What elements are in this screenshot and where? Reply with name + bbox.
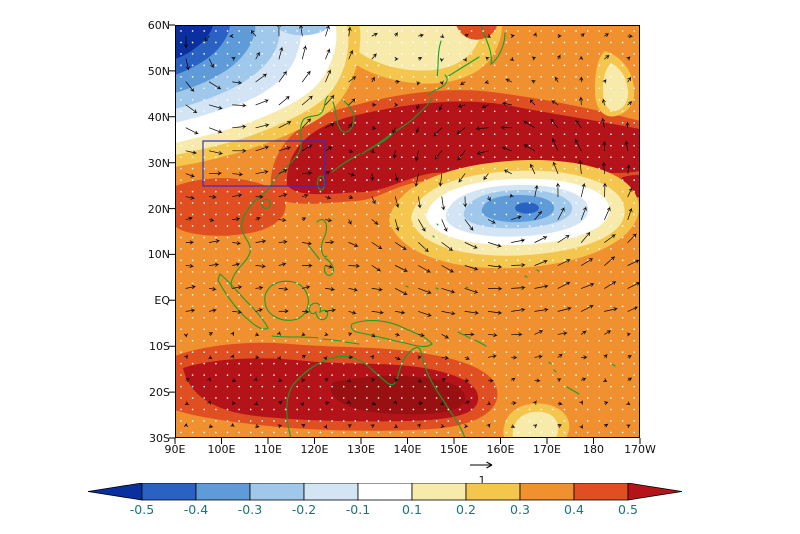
coastline xyxy=(367,131,395,151)
lon-tick-label: 100E xyxy=(207,443,236,456)
colorbar: -0.5 -0.4 -0.3 -0.2 -0.1 0.1 0.2 0.3 0.4 0.5 xyxy=(85,482,685,523)
colorbar-tick-label: -0.3 xyxy=(238,502,262,517)
colorbar-tick-label: 0.1 xyxy=(402,502,422,517)
coastline xyxy=(405,223,616,373)
contour-region xyxy=(456,25,497,40)
contour-fill-layer xyxy=(175,25,640,438)
colorbar-segment xyxy=(303,482,359,501)
colorbar-segment xyxy=(465,482,521,501)
contour-region xyxy=(620,175,640,198)
coastline xyxy=(317,175,326,191)
contour-region xyxy=(175,25,213,59)
lon-tick-label: 140E xyxy=(393,443,422,456)
colorbar-svg: -0.5 -0.4 -0.3 -0.2 -0.1 0.1 0.2 0.3 0.4 0.5 xyxy=(87,482,683,517)
map-frame xyxy=(175,25,640,438)
colorbar-tick-label: -0.2 xyxy=(292,502,316,517)
reference-vector-value: 1 xyxy=(478,474,486,487)
coastline xyxy=(350,319,433,348)
coastline xyxy=(308,245,321,261)
coastline xyxy=(230,118,305,289)
colorbar-right-arrow xyxy=(627,482,683,501)
coastline xyxy=(260,198,272,210)
wind-vector-layer xyxy=(184,25,640,429)
axis-ticks xyxy=(169,24,641,444)
coastline xyxy=(427,74,448,96)
coastline xyxy=(566,386,580,395)
coastline xyxy=(324,257,334,276)
contour-region xyxy=(330,375,466,415)
coastline xyxy=(217,273,269,330)
lon-tick-label: 110E xyxy=(254,443,282,456)
contour-region xyxy=(603,63,629,112)
lon-tick-label: 150E xyxy=(440,443,468,456)
colorbar-left-arrow xyxy=(87,482,143,501)
colorbar-tick-label: 0.3 xyxy=(510,502,530,517)
lat-tick-label: 10S xyxy=(149,340,170,354)
lon-tick-label: 120E xyxy=(300,443,329,456)
lon-tick-label: 170E xyxy=(533,443,561,456)
colorbar-tick-label: -0.1 xyxy=(346,502,370,517)
lat-tick-label: EQ xyxy=(154,294,170,308)
colorbar-segment xyxy=(573,482,629,501)
lon-tick-label: 90E xyxy=(164,443,186,456)
contour-region xyxy=(515,202,539,214)
coastline xyxy=(303,95,329,120)
lat-tick-label: 30S xyxy=(149,432,170,445)
colorbar-segment xyxy=(195,482,251,501)
colorbar-segment xyxy=(141,482,197,501)
lon-tick-label: 160E xyxy=(486,443,515,456)
lon-tick-label: 180 xyxy=(583,443,604,456)
lat-tick-label: 60N xyxy=(147,19,170,32)
region-highlight-box xyxy=(202,140,326,187)
coastline xyxy=(264,280,309,321)
contour-region xyxy=(338,25,482,71)
coastline xyxy=(332,99,355,133)
reference-vector-arrow-icon xyxy=(470,461,493,469)
lat-tick-label: 20N xyxy=(147,202,170,216)
lat-tick-label: 50N xyxy=(147,64,170,78)
colorbar-tick-label: 0.2 xyxy=(456,502,476,517)
stipple-layer xyxy=(180,30,636,434)
colorbar-tick-label: -0.4 xyxy=(184,502,208,517)
coastline xyxy=(436,40,442,78)
lat-tick-label: 20S xyxy=(149,386,170,400)
coastline xyxy=(316,219,328,258)
map-plot xyxy=(169,24,641,444)
colorbar-segment xyxy=(249,482,305,501)
lon-tick-label: 130E xyxy=(347,443,375,456)
colorbar-segment xyxy=(519,482,575,501)
coastline xyxy=(331,153,361,173)
colorbar-segment xyxy=(357,482,413,501)
coastline xyxy=(480,25,506,66)
lat-tick-label: 10N xyxy=(147,248,170,262)
lon-tick-label: 170W xyxy=(624,443,656,456)
coastline-layer xyxy=(217,25,616,438)
contour-region xyxy=(175,178,286,236)
coastline xyxy=(446,56,480,78)
reference-vector: 1 xyxy=(460,456,504,486)
coastline xyxy=(286,346,466,438)
lat-tick-label: 30N xyxy=(147,156,170,170)
lat-tick-label: 40N xyxy=(147,110,170,124)
colorbar-tick-label: 0.4 xyxy=(564,502,584,517)
colorbar-segment xyxy=(411,482,467,501)
colorbar-tick-label: 0.5 xyxy=(618,502,638,517)
colorbar-tick-label: -0.5 xyxy=(130,502,154,517)
